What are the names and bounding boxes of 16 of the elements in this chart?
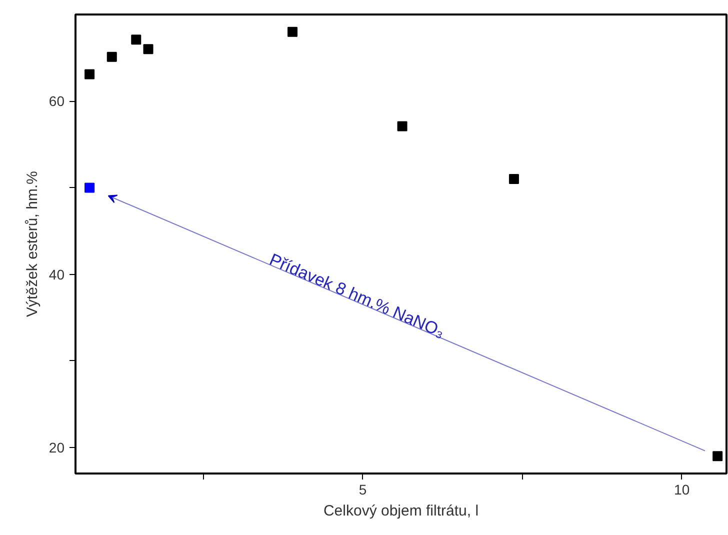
y-tick-label: 60	[48, 93, 65, 110]
x-tick-label: 5	[358, 482, 367, 498]
point	[712, 451, 723, 462]
y-axis-title: Výtěžek esterů, hm.%	[24, 171, 41, 317]
y-tick-label: 40	[48, 266, 65, 282]
y-tick-label: 20	[48, 440, 65, 456]
x-tick-label: 10	[674, 482, 690, 498]
point	[508, 174, 519, 184]
x-axis-title: Celkový objem filtrátu, l	[323, 502, 479, 520]
point	[288, 26, 298, 37]
point	[106, 52, 117, 62]
point	[84, 182, 95, 193]
point	[131, 34, 142, 45]
point	[143, 44, 154, 54]
point	[397, 121, 408, 132]
point	[84, 69, 95, 80]
